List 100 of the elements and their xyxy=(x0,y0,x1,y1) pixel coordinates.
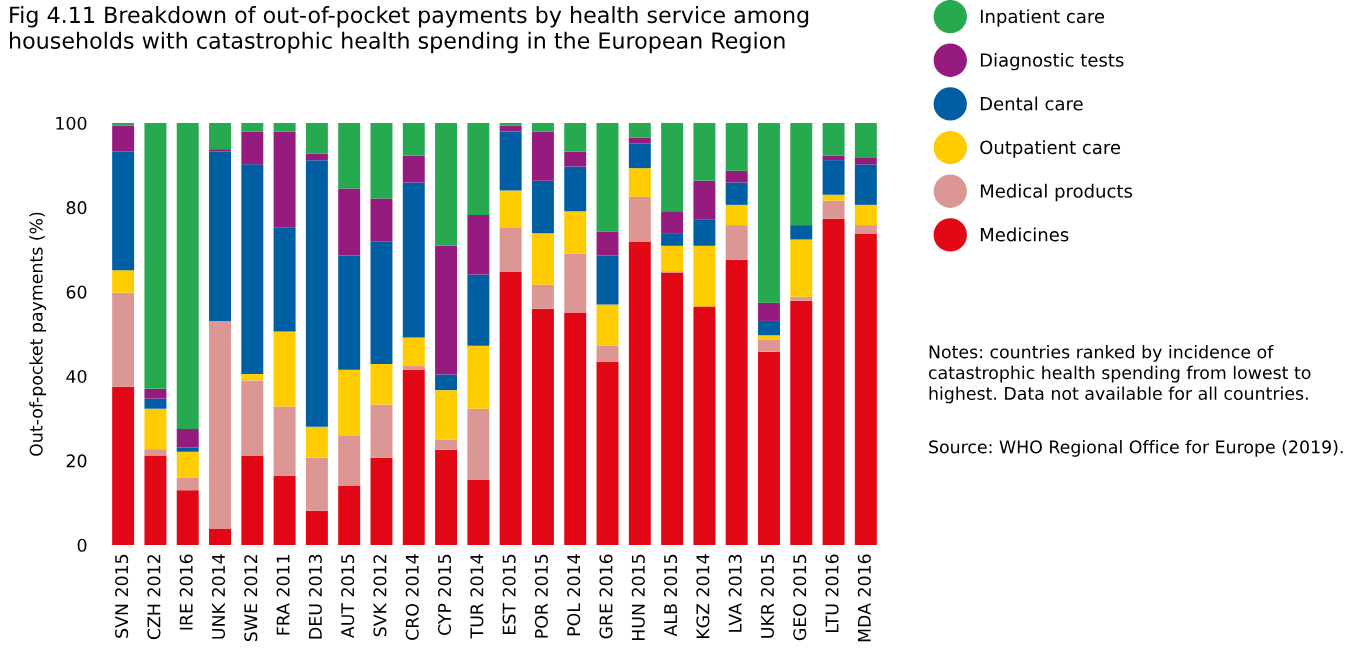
x-tick-label: CYP 2015 xyxy=(437,554,452,635)
bar xyxy=(370,198,393,242)
x-tick-label: FRA 2011 xyxy=(276,554,290,635)
bar xyxy=(531,284,554,309)
y-axis-title: Out-of-pocket payments (%) xyxy=(29,212,47,456)
bar xyxy=(112,125,135,152)
bar xyxy=(402,366,425,370)
bar xyxy=(725,259,748,545)
bar xyxy=(564,312,587,545)
legend-label: Medical products xyxy=(980,183,1133,202)
bar xyxy=(531,308,554,545)
bar xyxy=(467,345,490,409)
bar xyxy=(822,200,845,219)
bar xyxy=(338,123,361,189)
bar xyxy=(693,306,716,545)
bar xyxy=(790,225,813,240)
bar xyxy=(338,485,361,545)
y-tick-label: 80 xyxy=(66,201,87,215)
bar xyxy=(112,292,135,387)
bar xyxy=(273,331,296,407)
bar xyxy=(176,428,199,448)
x-tick-label: MDA 2016 xyxy=(857,554,871,642)
bar xyxy=(628,123,651,138)
x-tick-label: UKR 2015 xyxy=(760,554,775,638)
bar xyxy=(241,380,264,456)
bar xyxy=(305,426,328,458)
bar xyxy=(467,480,490,545)
x-tick-label: ALB 2015 xyxy=(664,554,678,637)
bar xyxy=(790,239,813,297)
x-tick-label: DEU 2013 xyxy=(308,554,322,639)
bar xyxy=(499,190,522,228)
bar xyxy=(822,160,845,195)
y-tick-label: 40 xyxy=(66,369,87,384)
bar xyxy=(661,245,684,272)
bar xyxy=(305,457,328,511)
bar xyxy=(370,457,393,545)
bar xyxy=(176,447,199,452)
bar xyxy=(531,123,554,132)
bar xyxy=(112,270,135,293)
bar xyxy=(467,215,490,275)
bar xyxy=(758,320,780,336)
y-tick-label: 20 xyxy=(66,454,87,468)
bar xyxy=(693,219,716,246)
bar xyxy=(338,188,361,256)
bar xyxy=(596,361,619,545)
bar xyxy=(435,390,458,440)
x-tick-label: SVN 2015 xyxy=(115,554,129,638)
bar xyxy=(241,164,264,375)
bar xyxy=(596,345,619,362)
x-tick-label: CRO 2014 xyxy=(405,554,419,640)
bar xyxy=(628,168,651,197)
bar xyxy=(628,241,651,545)
x-tick-label: SVK 2012 xyxy=(373,555,387,637)
bar xyxy=(176,451,199,478)
bar xyxy=(176,123,199,429)
x-tick-label: AUT 2015 xyxy=(341,554,355,639)
bar xyxy=(241,374,264,381)
bar xyxy=(273,475,296,545)
bar xyxy=(564,151,587,167)
x-tick-label: KGZ 2014 xyxy=(696,554,710,639)
bar xyxy=(273,131,296,228)
bar xyxy=(725,123,748,171)
bar xyxy=(144,388,167,399)
bar xyxy=(273,123,296,132)
bar xyxy=(144,455,167,545)
bar xyxy=(144,398,167,409)
bar xyxy=(499,227,522,272)
bar xyxy=(531,180,554,234)
bar xyxy=(209,123,231,150)
bar xyxy=(854,123,877,159)
x-tick-label: POR 2015 xyxy=(534,554,548,638)
x-tick-label: LVA 2013 xyxy=(728,554,742,632)
bar xyxy=(758,335,780,340)
bar xyxy=(402,182,425,338)
x-tick-label: SWE 2012 xyxy=(244,555,258,642)
bar xyxy=(209,528,231,545)
bar xyxy=(112,123,135,126)
bar xyxy=(661,211,684,234)
bar xyxy=(338,435,361,486)
bar xyxy=(596,123,619,232)
bar xyxy=(338,369,361,436)
bar xyxy=(435,245,458,375)
bar xyxy=(822,194,845,201)
legend-label: Dental care xyxy=(980,96,1083,111)
bar xyxy=(725,204,748,226)
bar xyxy=(370,241,393,364)
bar xyxy=(435,374,458,391)
bar xyxy=(144,123,167,389)
bar xyxy=(564,211,587,254)
bar xyxy=(370,404,393,458)
bar xyxy=(112,151,135,271)
y-tick-label: 100 xyxy=(56,116,87,130)
bar xyxy=(209,149,231,152)
bar xyxy=(241,131,264,165)
x-tick-label: EST 2015 xyxy=(502,554,516,634)
bar xyxy=(402,337,425,367)
x-tick-label: IRE 2016 xyxy=(179,554,193,630)
bar xyxy=(499,123,522,126)
bar xyxy=(564,166,587,212)
bar xyxy=(435,123,458,246)
